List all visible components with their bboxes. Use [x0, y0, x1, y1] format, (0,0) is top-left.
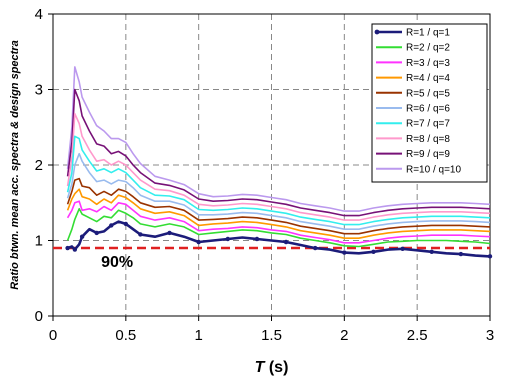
series-line-5 — [66, 177, 491, 235]
y-tick-label: 2 — [35, 157, 43, 174]
y-axis-label: Ratio btwn. mean acc. spectra & design s… — [9, 40, 21, 289]
series-line-10 — [66, 66, 491, 212]
legend-label: R=6 / q=6 — [406, 104, 450, 115]
series-line-8 — [66, 112, 491, 221]
series-point-1 — [342, 250, 347, 255]
series-line-1 — [67, 220, 491, 258]
series-point-1 — [196, 239, 201, 245]
series-point-1 — [167, 230, 172, 236]
series-point-1 — [429, 249, 434, 255]
legend-label: R=3 / q=3 — [406, 58, 450, 69]
x-tick-label: 1 — [194, 327, 202, 344]
series-line-9 — [66, 88, 491, 217]
legend-label: R=2 / q=2 — [406, 43, 450, 54]
y-tick-label: 0 — [35, 308, 43, 325]
x-tick-label: 1.5 — [261, 327, 282, 344]
series-line-6 — [66, 152, 491, 230]
series-point-1 — [65, 245, 70, 251]
legend-label: R=8 / q=8 — [406, 134, 450, 145]
y-tick-label: 1 — [35, 233, 43, 250]
series-point-1 — [94, 230, 99, 236]
legend: R=1 / q=1 R=2 / q=2 R=3 / q=3 R=4 / q=4 R=5 … — [371, 23, 488, 183]
legend-label: R=10 / q=10 — [406, 164, 461, 175]
series-point-1 — [371, 249, 376, 255]
series-point-1 — [225, 236, 230, 242]
series-point-1 — [123, 221, 129, 227]
x-axis: 0 0.5 1 1.5 2 2.5 3 — [49, 316, 494, 344]
series-group — [65, 66, 493, 259]
series-point-1 — [72, 247, 78, 252]
series-point-1 — [79, 234, 85, 239]
series-point-1 — [283, 239, 289, 245]
series-line-3 — [66, 200, 491, 244]
x-axis-label: T (s) — [255, 359, 289, 376]
series-point-1 — [400, 246, 405, 252]
legend-label: R=7 / q=7 — [406, 119, 450, 130]
x-axis-label-unit: (s) — [264, 359, 288, 376]
x-tick-label: 2.5 — [407, 327, 428, 344]
series-point-1 — [313, 245, 318, 251]
legend-label: R=4 / q=4 — [406, 73, 450, 84]
x-tick-label: 0 — [49, 327, 57, 344]
legend-marker — [374, 29, 380, 35]
legend-box — [371, 23, 488, 183]
series-line-4 — [66, 188, 491, 239]
legend-label: R=5 / q=5 — [406, 88, 450, 99]
y-tick-label: 3 — [35, 82, 43, 99]
x-tick-label: 2 — [340, 327, 348, 344]
series-point-1 — [109, 223, 114, 228]
reference-line-label: 90% — [101, 254, 133, 271]
series-point-1 — [487, 254, 493, 259]
series-point-1 — [254, 236, 260, 242]
series-line-7 — [66, 135, 491, 226]
x-axis-label-symbol: T — [255, 359, 266, 376]
series-point-1 — [138, 232, 143, 237]
series-line-2 — [66, 208, 491, 248]
legend-label: R=1 / q=1 — [406, 28, 450, 39]
x-tick-label: 0.5 — [115, 327, 136, 344]
y-tick-label: 4 — [35, 6, 43, 23]
x-tick-label: 3 — [486, 327, 494, 344]
legend-label: R=9 / q=9 — [406, 149, 450, 160]
y-axis: 0 1 2 3 4 — [35, 6, 53, 325]
series-point-1 — [458, 251, 464, 257]
